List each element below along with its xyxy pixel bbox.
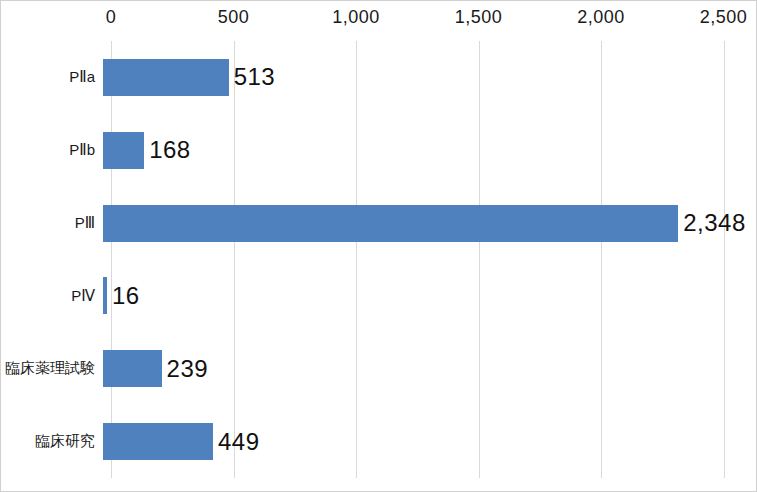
value-label: 168 bbox=[149, 136, 191, 164]
x-axis-tick-label: 2,500 bbox=[700, 7, 748, 28]
bar-row: PⅡb 168 bbox=[1, 114, 756, 187]
category-label: 臨床薬理試験 bbox=[1, 359, 103, 378]
value-label: 16 bbox=[112, 282, 140, 310]
bar bbox=[103, 205, 678, 242]
x-axis-tick-label: 500 bbox=[218, 7, 250, 28]
x-axis-tick-label: 0 bbox=[106, 7, 117, 28]
bar-row: 臨床薬理試験 239 bbox=[1, 332, 756, 405]
value-label: 239 bbox=[167, 355, 209, 383]
category-label: PⅢ bbox=[1, 214, 103, 232]
x-axis-tick-label: 1,000 bbox=[332, 7, 380, 28]
x-axis-tick-label: 2,000 bbox=[577, 7, 625, 28]
category-label: 臨床研究 bbox=[1, 432, 103, 451]
bar bbox=[103, 423, 213, 460]
plot-area: PⅡa 513 PⅡb 168 PⅢ 2,348 PⅣ 16 臨床薬理試験 239 臨床研究 449 bbox=[1, 41, 756, 478]
value-label: 449 bbox=[218, 428, 260, 456]
category-label: PⅣ bbox=[1, 287, 103, 305]
value-label: 2,348 bbox=[683, 209, 746, 237]
bar bbox=[103, 132, 144, 169]
horizontal-bar-chart: 0 500 1,000 1,500 2,000 2,500 PⅡa 513 PⅡb 168 PⅢ 2… bbox=[0, 0, 757, 492]
bar-row: PⅢ 2,348 bbox=[1, 187, 756, 260]
bar-row: PⅡa 513 bbox=[1, 41, 756, 114]
bar-row: 臨床研究 449 bbox=[1, 405, 756, 478]
category-label: PⅡb bbox=[1, 141, 103, 159]
category-label: PⅡa bbox=[1, 68, 103, 86]
bar bbox=[103, 350, 162, 387]
x-axis-tick-label: 1,500 bbox=[455, 7, 503, 28]
bar-row: PⅣ 16 bbox=[1, 259, 756, 332]
value-label: 513 bbox=[234, 63, 276, 91]
bar bbox=[103, 277, 107, 314]
bar bbox=[103, 59, 229, 96]
